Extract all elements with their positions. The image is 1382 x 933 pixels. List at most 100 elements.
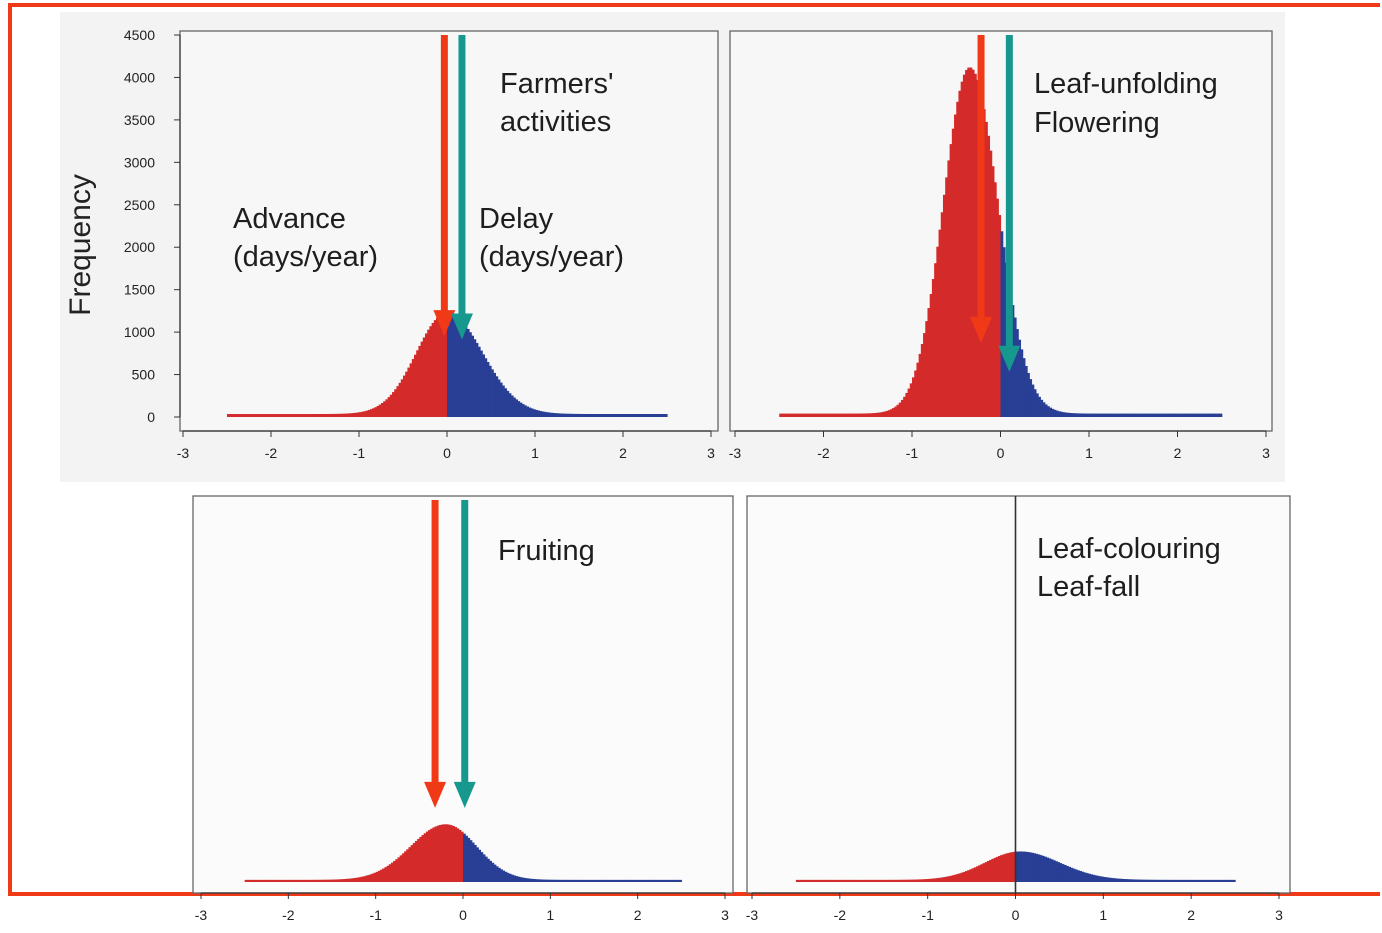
histogram-bar bbox=[615, 879, 619, 882]
histogram-bar bbox=[806, 879, 810, 882]
histogram-bar bbox=[1044, 404, 1048, 417]
histogram-bar bbox=[403, 375, 406, 417]
histogram-bar bbox=[1059, 863, 1063, 882]
histogram-bar bbox=[400, 379, 404, 417]
arrow-red bbox=[433, 35, 456, 337]
histogram-bar bbox=[1115, 413, 1119, 417]
histogram-bar bbox=[940, 877, 944, 882]
histogram-bar bbox=[1108, 413, 1112, 417]
histogram-bar bbox=[838, 413, 842, 417]
histogram-bar bbox=[814, 413, 818, 417]
histogram-bar bbox=[552, 879, 556, 882]
histogram-bar bbox=[1188, 413, 1192, 417]
histogram-bar bbox=[389, 394, 393, 417]
histogram-bar bbox=[1035, 853, 1039, 882]
histogram-bar bbox=[414, 840, 418, 882]
histogram-bar bbox=[969, 869, 973, 882]
histogram-bar bbox=[817, 879, 821, 882]
histogram-bar bbox=[259, 879, 263, 882]
histogram-bar bbox=[885, 410, 889, 417]
histogram-bar bbox=[1000, 855, 1003, 882]
histogram-bar bbox=[257, 879, 261, 882]
histogram-bar bbox=[783, 413, 787, 417]
histogram-bar bbox=[662, 414, 666, 417]
histogram-bar bbox=[442, 313, 446, 417]
histogram-bar bbox=[350, 413, 353, 417]
histogram-bar bbox=[1158, 879, 1162, 882]
histogram-bar bbox=[347, 878, 351, 882]
histogram-bar bbox=[279, 879, 283, 882]
histogram-bar bbox=[1219, 879, 1223, 882]
histogram-bar bbox=[1228, 879, 1232, 882]
histogram-bar bbox=[242, 414, 246, 417]
histogram-bar bbox=[578, 879, 582, 882]
histogram-bar bbox=[567, 879, 571, 882]
histogram-bar bbox=[903, 879, 907, 882]
histogram-bar bbox=[480, 350, 483, 417]
panel-annotation: Fruiting bbox=[498, 535, 595, 567]
histogram-bar bbox=[281, 879, 285, 882]
histogram-bar bbox=[912, 879, 916, 882]
histogram-bar bbox=[659, 879, 663, 882]
histogram-bar bbox=[1156, 879, 1159, 882]
histogram-bar bbox=[466, 328, 470, 417]
histogram-bar bbox=[869, 413, 873, 417]
histogram-bar bbox=[918, 879, 922, 882]
histogram-bar bbox=[973, 867, 977, 882]
histogram-bar bbox=[388, 864, 392, 882]
histogram-bar bbox=[896, 404, 900, 417]
x-tick-label: 0 bbox=[459, 907, 467, 923]
histogram-bar bbox=[914, 879, 918, 882]
histogram-bar bbox=[579, 413, 582, 417]
histogram-bar bbox=[905, 879, 909, 882]
histogram-bar bbox=[1157, 413, 1161, 417]
histogram-bar bbox=[1105, 877, 1109, 882]
histogram-bar bbox=[661, 879, 665, 882]
histogram-bar bbox=[1024, 851, 1028, 882]
panel-annotation: Flowering bbox=[1034, 107, 1160, 139]
histogram-bar bbox=[484, 358, 488, 417]
histogram-bar bbox=[861, 879, 865, 882]
histogram-bar bbox=[1123, 879, 1126, 882]
histogram-bar bbox=[275, 879, 279, 882]
histogram-bar bbox=[270, 879, 274, 882]
histogram-bar bbox=[574, 413, 578, 417]
histogram-bar bbox=[305, 879, 309, 882]
histogram-bar bbox=[658, 414, 661, 417]
histogram-bar bbox=[1202, 879, 1205, 882]
histogram-bar bbox=[980, 864, 984, 882]
x-tick-label: -2 bbox=[265, 445, 278, 461]
histogram-bar bbox=[277, 879, 281, 882]
histogram-bar bbox=[1195, 879, 1199, 882]
histogram-bar bbox=[535, 409, 538, 417]
histogram-bar bbox=[456, 828, 460, 882]
histogram-bar bbox=[434, 826, 438, 882]
histogram-bar bbox=[914, 370, 918, 417]
histogram-bar bbox=[321, 879, 324, 882]
histogram-bar bbox=[576, 879, 580, 882]
histogram-bar bbox=[264, 879, 268, 882]
histogram-bar bbox=[1175, 879, 1179, 882]
histogram-bar bbox=[938, 877, 942, 882]
histogram-bar bbox=[1134, 879, 1137, 882]
histogram-bar bbox=[1131, 879, 1135, 882]
histogram-bar bbox=[674, 879, 678, 882]
histogram-bar bbox=[510, 395, 514, 417]
histogram-bar bbox=[826, 879, 830, 882]
histogram-bar bbox=[294, 879, 298, 882]
histogram-bar bbox=[491, 369, 494, 417]
histogram-bar bbox=[1164, 879, 1168, 882]
histogram-bar bbox=[429, 326, 433, 417]
histogram-bar bbox=[489, 860, 492, 882]
histogram-bar bbox=[1101, 876, 1104, 882]
histogram-bar bbox=[947, 876, 951, 882]
histogram-bar bbox=[1028, 852, 1032, 882]
histogram-bar bbox=[427, 329, 430, 417]
histogram-bar bbox=[819, 413, 822, 417]
histogram-bar bbox=[1080, 413, 1083, 417]
histogram-bar bbox=[628, 879, 632, 882]
histogram-bar bbox=[336, 879, 340, 882]
histogram-bar bbox=[325, 879, 329, 882]
histogram-bar bbox=[848, 879, 852, 882]
arrow-head bbox=[450, 313, 473, 340]
